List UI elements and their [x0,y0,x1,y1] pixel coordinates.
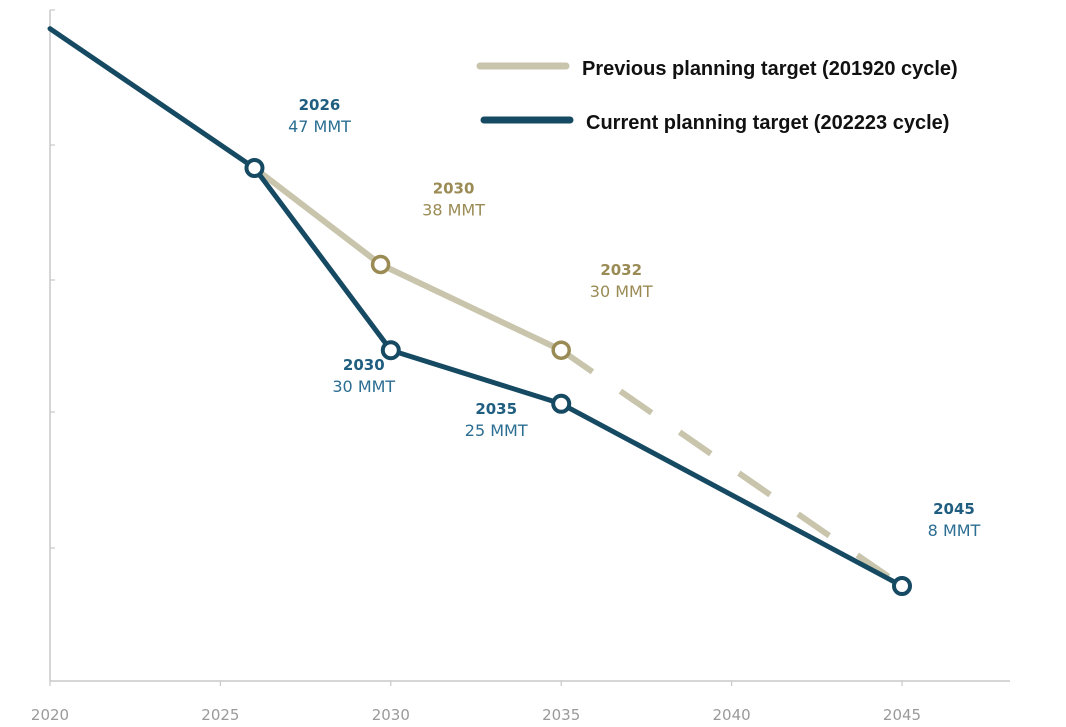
annotation-year: 2030 [343,356,385,374]
series-line-previous-dashed [559,347,904,589]
x-tick-label: 2040 [713,706,751,724]
legend-label-current: Current planning target (202223 cycle) [586,112,949,134]
annotation-year: 2035 [475,400,517,418]
annotation-value: 30 MMT [332,377,395,396]
annotation-year: 2032 [600,261,642,279]
annotation-year: 2030 [433,179,475,197]
legend: Previous planning target (201920 cycle) … [476,58,958,134]
marker-previous [370,254,391,275]
marker-current [380,340,401,361]
x-tick-label: 2045 [883,706,921,724]
annotation-value: 8 MMT [928,521,981,540]
marker-current [244,158,265,178]
annotation-year: 2045 [933,500,975,518]
marker-previous [551,340,571,360]
marker-current [551,393,572,414]
annotation-value: 38 MMT [422,200,485,219]
x-tick-label: 2030 [372,706,410,724]
marker-current [892,576,912,596]
series-markers [244,158,912,596]
annotation-value: 30 MMT [590,282,653,301]
legend-label-previous: Previous planning target (201920 cycle) [582,58,958,80]
x-tick-label: 2035 [542,706,580,724]
annotation-year: 2026 [299,96,341,114]
axes: 2020 2025 2030 2035 2040 2045 [31,9,1010,724]
x-tick-label: 2025 [201,706,239,724]
series-line-previous [251,165,565,354]
annotation-value: 25 MMT [465,421,528,440]
x-tick-label: 2020 [31,706,69,724]
data-annotations: 2026 47 MMT 2030 38 MMT 2032 30 MMT 2030 30 MMT… [288,96,980,540]
annotation-value: 47 MMT [288,117,351,136]
